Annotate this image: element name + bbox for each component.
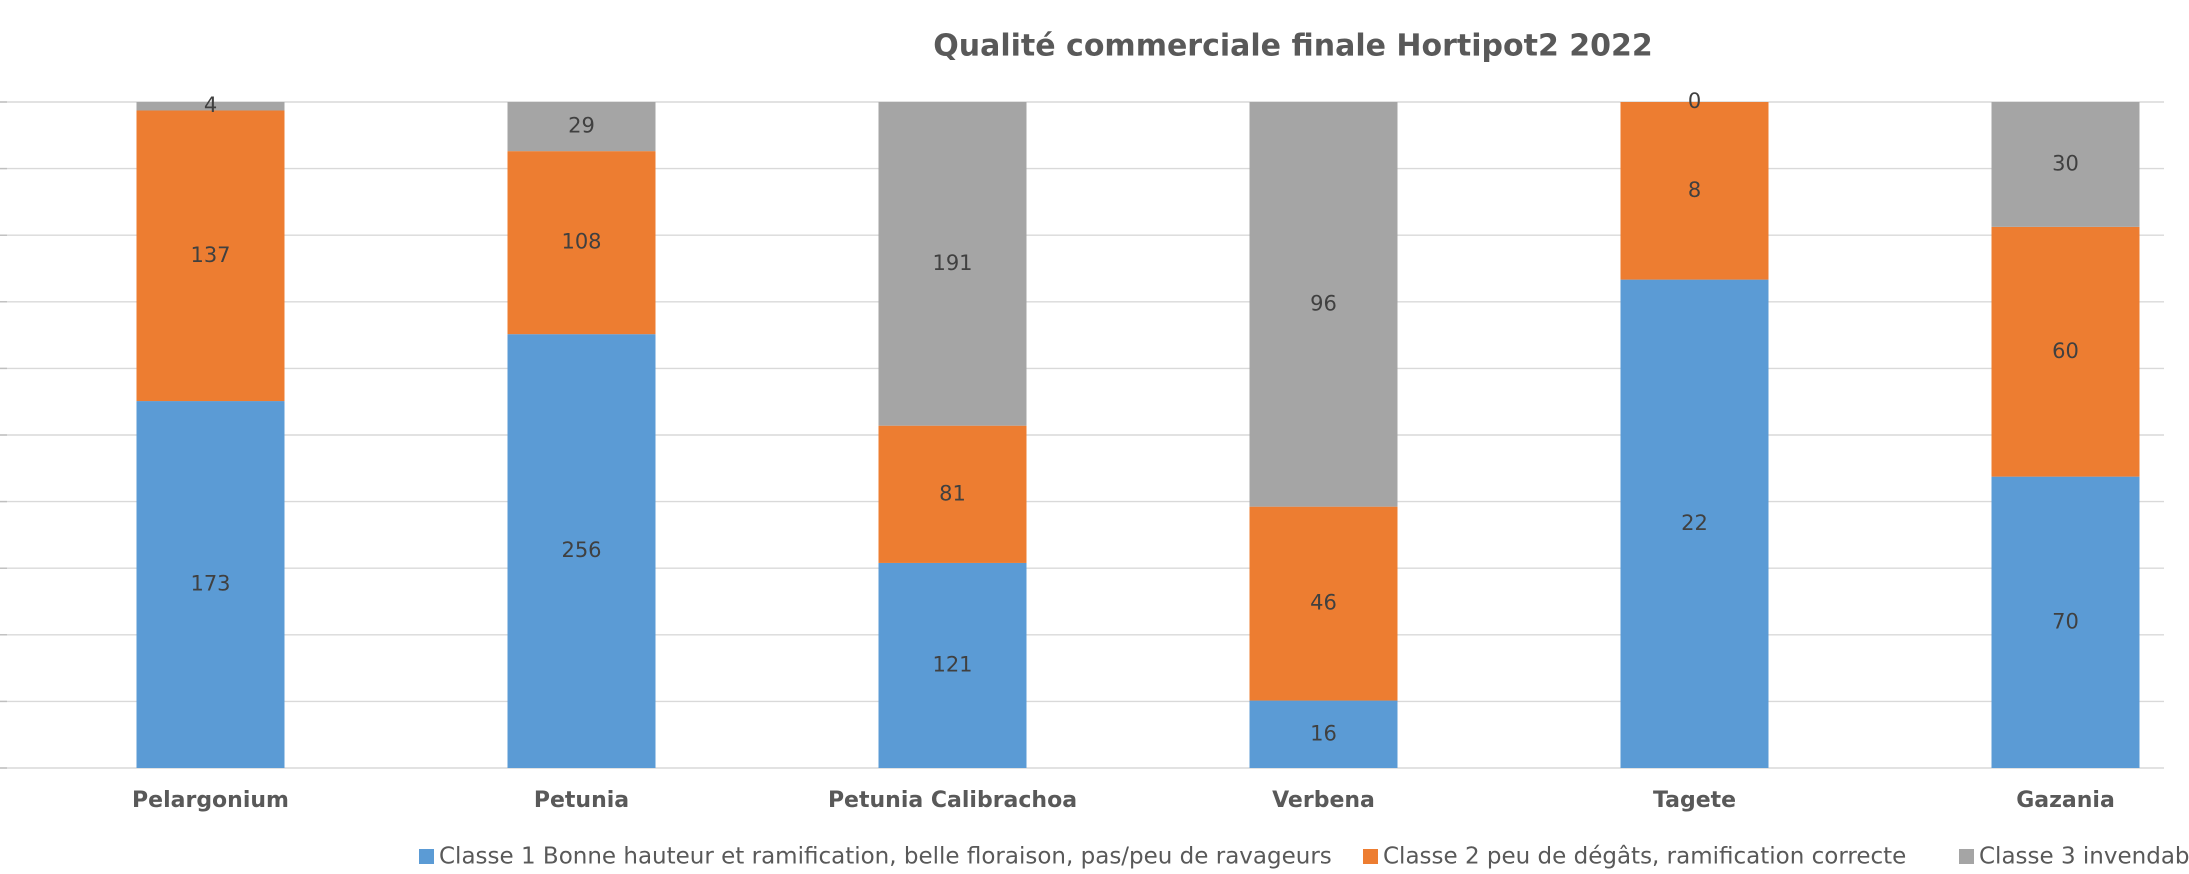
data-label: 256	[561, 538, 601, 562]
data-label: 137	[190, 243, 230, 267]
legend-label: Classe 2 peu de dégâts, ramification cor…	[1383, 844, 1906, 870]
data-label: 173	[190, 572, 230, 596]
data-label: 121	[932, 652, 972, 676]
bar-segment	[136, 110, 285, 402]
bar-segment	[1249, 700, 1398, 768]
bar-segment	[136, 401, 285, 768]
data-label: 70	[2052, 609, 2079, 633]
data-label: 16	[1310, 721, 1337, 745]
data-label: 4	[204, 93, 217, 117]
bar-segment	[1991, 102, 2140, 227]
data-label: 60	[2052, 339, 2079, 363]
bar-segment	[1991, 476, 2140, 768]
legend-swatch	[1363, 849, 1378, 864]
data-label: 81	[939, 481, 966, 505]
legend-label: Classe 3 invendable	[1979, 844, 2189, 870]
bar-segment	[1620, 279, 1769, 768]
bar-segment	[878, 102, 1027, 426]
data-label: 46	[1310, 591, 1337, 615]
x-tick-label: Petunia	[534, 788, 629, 813]
legend-swatch	[419, 849, 434, 864]
data-label: 8	[1688, 178, 1701, 202]
data-label: 108	[561, 230, 601, 254]
data-label: 29	[568, 114, 595, 138]
bar-segment	[1620, 102, 1769, 280]
x-tick-label: Petunia Calibrachoa	[828, 788, 1077, 813]
bar-segment	[507, 334, 656, 768]
chart-title: Qualité commerciale finale Hortipot2 202…	[933, 29, 1653, 64]
x-tick-label: Verbena	[1272, 788, 1375, 813]
bar-segment	[136, 102, 285, 111]
data-label: 96	[1310, 291, 1337, 315]
x-tick-label: Pelargonium	[132, 788, 289, 813]
legend-swatch	[1959, 849, 1974, 864]
data-label: 30	[2052, 151, 2079, 175]
x-tick-label: Gazania	[2016, 788, 2115, 813]
bar-segment	[507, 102, 656, 152]
x-tick-label: Tagete	[1653, 788, 1736, 813]
data-label: 191	[932, 251, 972, 275]
data-label: 22	[1681, 511, 1708, 535]
bar-segment	[1249, 102, 1398, 507]
bar-segment	[878, 425, 1027, 563]
bar-segment	[1991, 226, 2140, 477]
bar-segment	[1249, 506, 1398, 701]
bar-segment	[507, 151, 656, 335]
data-label: 0	[1688, 89, 1701, 113]
legend-label: Classe 1 Bonne hauteur et ramification, …	[439, 844, 1332, 870]
bar-segment	[878, 562, 1027, 768]
